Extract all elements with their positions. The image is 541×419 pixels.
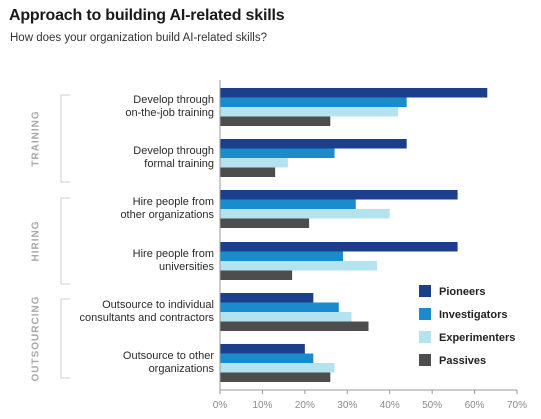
group-bracket-training xyxy=(60,94,70,183)
legend-swatch-experimenters xyxy=(419,331,431,343)
x-tick-label-3: 30% xyxy=(337,400,357,411)
bar-investigators-4 xyxy=(220,302,339,312)
bar-experimenters-0 xyxy=(220,107,399,117)
x-tick-label-2: 20% xyxy=(295,400,315,411)
chart-subtitle: How does your organization build AI-rela… xyxy=(10,32,267,44)
bar-pioneers-4 xyxy=(220,293,314,303)
bar-pioneers-3 xyxy=(220,242,458,252)
group-bracket-hiring xyxy=(60,197,70,285)
bar-passives-1 xyxy=(220,167,276,177)
bar-investigators-1 xyxy=(220,148,335,158)
bar-experimenters-1 xyxy=(220,158,288,168)
bar-experimenters-4 xyxy=(220,312,352,322)
legend-swatch-pioneers xyxy=(419,285,431,297)
category-label-3-line-0: Hire people from xyxy=(133,248,214,260)
legend-swatch-passives xyxy=(419,354,431,366)
category-label-5-line-1: organizations xyxy=(149,363,215,375)
legend-swatch-investigators xyxy=(419,308,431,320)
x-axis: 0% 10% 20% 30% 40% 50% 60% 70% xyxy=(213,80,527,411)
bar-passives-4 xyxy=(220,321,369,331)
category-label-2-line-0: Hire people from xyxy=(133,196,214,208)
bar-passives-3 xyxy=(220,270,293,280)
group-labels: TRAINING HIRING OUTSOURCING xyxy=(31,94,70,382)
group-label-training: TRAINING xyxy=(31,110,42,166)
category-label-3-line-1: universities xyxy=(159,261,215,273)
x-tick-label-0: 0% xyxy=(213,400,228,411)
group-label-hiring: HIRING xyxy=(31,221,42,262)
x-tick-label-1: 10% xyxy=(252,400,272,411)
group-label-outsourcing: OUTSOURCING xyxy=(31,296,42,382)
group-bracket-outsourcing xyxy=(60,298,70,379)
bar-experimenters-2 xyxy=(220,209,390,219)
bar-investigators-5 xyxy=(220,353,314,363)
category-label-0-line-1: on-the-job training xyxy=(125,107,214,119)
bars xyxy=(220,88,488,382)
category-label-4-line-0: Outsource to individual xyxy=(102,299,214,311)
bar-passives-5 xyxy=(220,372,331,382)
x-tick-label-6: 60% xyxy=(465,400,485,411)
legend-label-passives: Passives xyxy=(439,355,486,367)
category-label-2-line-1: other organizations xyxy=(120,209,214,221)
category-label-0-line-0: Develop through xyxy=(133,94,214,106)
bar-investigators-2 xyxy=(220,199,356,209)
x-tick-label-7: 70% xyxy=(507,400,527,411)
bar-passives-2 xyxy=(220,218,310,228)
x-tick-label-4: 40% xyxy=(380,400,400,411)
bar-pioneers-2 xyxy=(220,190,458,200)
x-tick-label-5: 50% xyxy=(422,400,442,411)
legend-label-pioneers: Pioneers xyxy=(439,286,485,298)
bar-pioneers-1 xyxy=(220,139,407,149)
category-label-5-line-0: Outsource to other xyxy=(123,350,214,362)
bar-investigators-3 xyxy=(220,251,344,261)
legend: Pioneers Investigators Experimenters Passiv… xyxy=(419,285,515,367)
bar-passives-0 xyxy=(220,116,331,126)
chart-title: Approach to building AI-related skills xyxy=(9,7,285,24)
legend-label-investigators: Investigators xyxy=(439,309,507,321)
bar-investigators-0 xyxy=(220,97,407,107)
category-label-1-line-1: formal training xyxy=(144,158,214,170)
bar-pioneers-5 xyxy=(220,344,305,354)
bar-experimenters-3 xyxy=(220,261,377,271)
legend-label-experimenters: Experimenters xyxy=(439,332,515,344)
category-label-4-line-1: consultants and contractors xyxy=(79,312,214,324)
bar-pioneers-0 xyxy=(220,88,488,98)
category-label-1-line-0: Develop through xyxy=(133,145,214,157)
bar-experimenters-5 xyxy=(220,363,335,373)
